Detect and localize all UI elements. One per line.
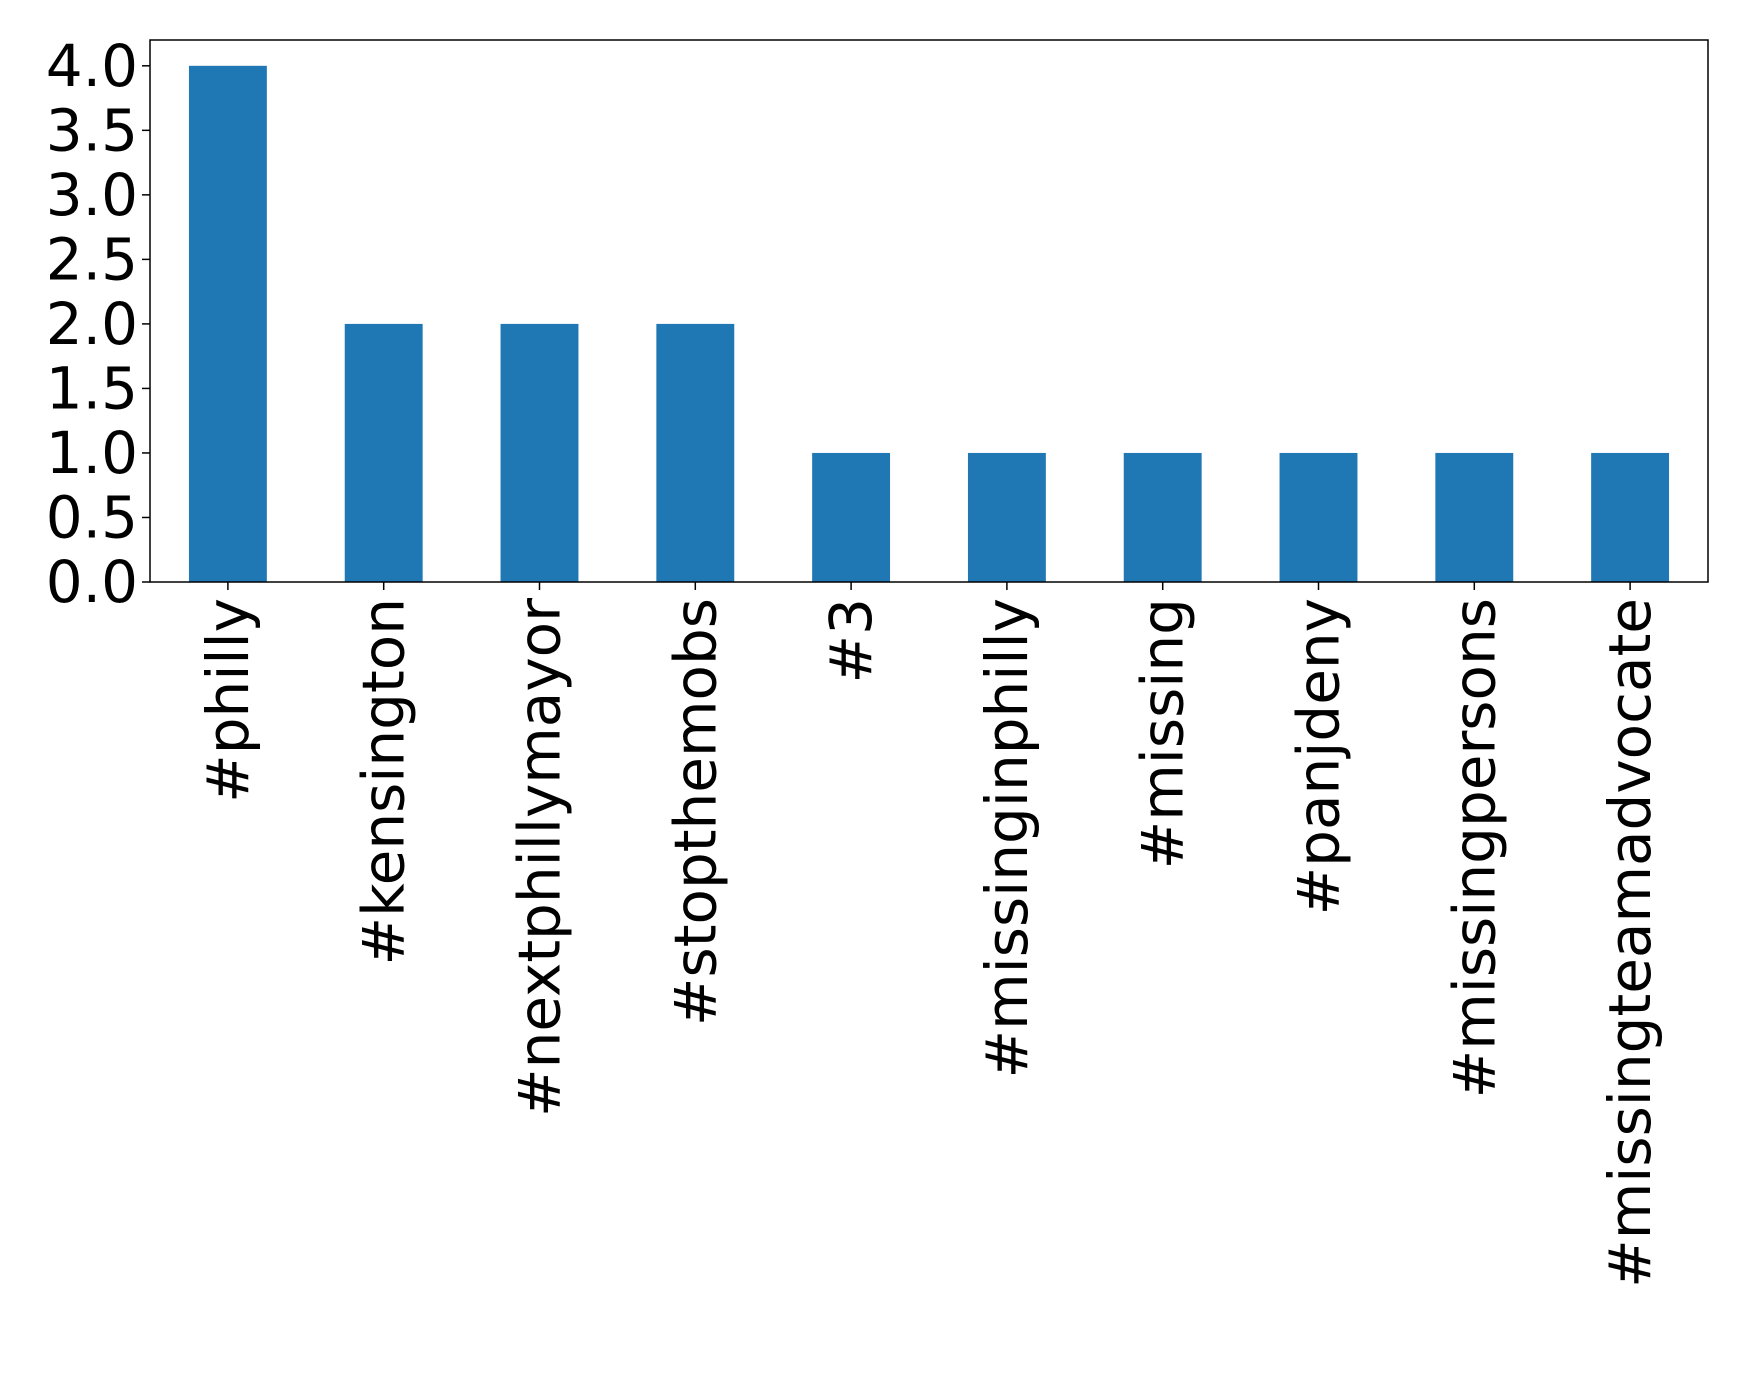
x-tick-label: #missinginphilly: [973, 598, 1041, 1078]
x-axis: #philly #kensington #nextphillymayor #stopt…: [194, 582, 1664, 1288]
y-tick-label: 4.0: [46, 32, 138, 100]
bars-group: [188, 65, 1670, 583]
y-tick-label: 2.5: [46, 225, 138, 293]
bar-panjdeny: [1279, 452, 1358, 582]
bar-kensington: [344, 323, 423, 582]
bar-missing: [1123, 452, 1202, 582]
bar-missingpersons: [1435, 452, 1514, 582]
y-tick-label: 3.5: [46, 96, 138, 164]
bar-missinginphilly: [967, 452, 1046, 582]
x-tick-label: #panjdeny: [1285, 598, 1353, 915]
y-tick-label: 2.0: [46, 290, 138, 358]
y-tick-label: 0.0: [46, 548, 138, 616]
plot-frame: [149, 39, 1709, 583]
x-tick-label: #nextphillymayor: [506, 598, 574, 1117]
x-tick-label: #3: [817, 598, 885, 684]
bar-philly: [188, 65, 267, 583]
x-tick-label: #philly: [194, 598, 262, 803]
bar-missingteamadvocate: [1591, 452, 1670, 582]
bar-3: [812, 452, 891, 582]
x-tick-label: #missingteamadvocate: [1596, 598, 1664, 1288]
y-tick-label: 1.5: [46, 354, 138, 422]
x-tick-label: #missing: [1129, 598, 1197, 869]
y-tick-label: 0.5: [46, 483, 138, 551]
bar-stopthemobs: [656, 323, 735, 582]
y-tick-label: 1.0: [46, 419, 138, 487]
y-tick-label: 3.0: [46, 161, 138, 229]
x-tick-label: #stopthemobs: [661, 598, 729, 1026]
x-tick-label: #kensington: [350, 598, 418, 965]
y-axis: 0.00.51.01.52.02.53.03.54.0: [46, 32, 150, 616]
bar-nextphillymayor: [500, 323, 579, 582]
x-tick-label: #missingpersons: [1440, 598, 1508, 1098]
